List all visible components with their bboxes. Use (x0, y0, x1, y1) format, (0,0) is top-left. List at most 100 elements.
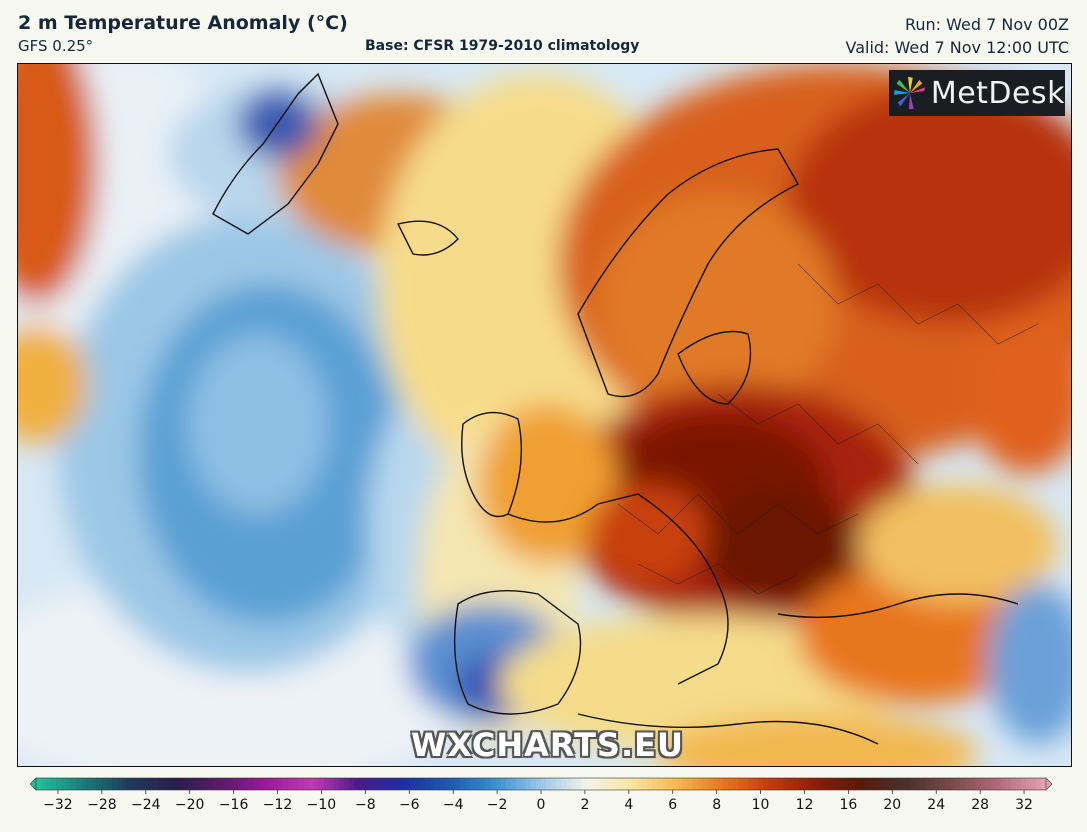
colorbar-segment (950, 778, 956, 790)
colorbar-segment (455, 778, 461, 790)
colorbar-max-arrow (1045, 777, 1053, 791)
colorbar-tick-label: 12 (796, 797, 814, 813)
colorbar-segment (147, 778, 153, 790)
colorbar-segment (965, 778, 971, 790)
colorbar-segment (182, 778, 189, 790)
colorbar-segment (687, 778, 694, 790)
colorbar-segment (490, 778, 497, 790)
colorbar-segment (586, 778, 593, 790)
colorbar-segment (162, 778, 168, 790)
colorbar-segment (975, 778, 981, 790)
colorbar-segment (258, 778, 264, 790)
colorbar-segment (828, 778, 835, 790)
colorbar-segment (520, 778, 527, 790)
map-canvas (18, 64, 1071, 766)
colorbar-segment (712, 778, 719, 790)
colorbar-segment (414, 778, 421, 790)
colorbar-segment (702, 778, 709, 790)
colorbar-segment (783, 778, 790, 790)
colorbar-segment (571, 778, 577, 790)
colorbar-segment (763, 778, 769, 790)
colorbar-segment (424, 778, 431, 790)
model-label: GFS 0.25° (18, 37, 94, 55)
colorbar-segment (157, 778, 163, 790)
colorbar-segment (202, 778, 209, 790)
colorbar-segment (222, 778, 229, 790)
colorbar-segment (823, 778, 830, 790)
colorbar-segment (818, 778, 825, 790)
colorbar-segment (626, 778, 633, 790)
colorbar-segment (647, 778, 653, 790)
colorbar-segment (323, 778, 330, 790)
colorbar-segment (500, 778, 507, 790)
colorbar-segment (667, 778, 673, 790)
colorbar-tick-label: 2 (580, 797, 589, 813)
colorbar-segment (611, 778, 618, 790)
colorbar-segment (813, 778, 820, 790)
colorbar-segment (86, 778, 93, 790)
colorbar-segment (76, 778, 83, 790)
colorbar-segment (849, 778, 855, 790)
colorbar-segment (56, 778, 62, 790)
colorbar-segment (535, 778, 542, 790)
colorbar-segment (869, 778, 875, 790)
colorbar-tick-label: −10 (307, 797, 337, 813)
colorbar-segment (111, 778, 118, 790)
chart-title: 2 m Temperature Anomaly (°C) (18, 12, 348, 34)
colorbar-segment (884, 778, 891, 790)
colorbar-segment (197, 778, 204, 790)
colorbar-segment (1000, 778, 1007, 790)
colorbar-segment (970, 778, 976, 790)
colorbar-segment (374, 778, 380, 790)
colorbar-segment (945, 778, 951, 790)
metdesk-logo-text: MetDesk (930, 75, 1065, 111)
colorbar-segment (126, 778, 133, 790)
colorbar-segment (581, 778, 588, 790)
colorbar-segment (142, 778, 148, 790)
colorbar-segment (384, 778, 391, 790)
colorbar-segment (177, 778, 184, 790)
colorbar-segment (41, 778, 47, 790)
colorbar-segment (354, 778, 360, 790)
colorbar-tick-label: 0 (537, 797, 546, 813)
colorbar-segment (778, 778, 784, 790)
colorbar-segment (854, 778, 860, 790)
colorbar-segment (318, 778, 325, 790)
metdesk-logo-icon (893, 76, 926, 110)
colorbar-segment (253, 778, 259, 790)
colorbar-segment (243, 778, 249, 790)
colorbar-segment (541, 778, 547, 790)
colorbar-segment (980, 778, 986, 790)
climatology-base-label: Base: CFSR 1979-2010 climatology (365, 38, 640, 54)
colorbar-segment (207, 778, 214, 790)
colorbar-segment (1040, 778, 1047, 790)
colorbar-tick-label: −24 (131, 797, 161, 813)
colorbar-segment (833, 778, 840, 790)
colorbar-segment (636, 778, 643, 790)
colorbar-segment (460, 778, 466, 790)
colorbar-segment (399, 778, 406, 790)
colorbar-segment (1025, 778, 1032, 790)
colorbar-segment (894, 778, 901, 790)
colorbar-segment (359, 778, 365, 790)
colorbar-segment (445, 778, 451, 790)
colorbar-tick-label: −12 (263, 797, 293, 813)
colorbar-segment (551, 778, 557, 790)
colorbar-min-arrow (29, 777, 37, 791)
colorbar-segment (621, 778, 628, 790)
colorbar-segment (692, 778, 699, 790)
colorbar-segment (419, 778, 426, 790)
colorbar-segment (525, 778, 532, 790)
colorbar-segment (475, 778, 481, 790)
colorbar-segment (672, 778, 678, 790)
colorbar-segment (293, 778, 300, 790)
colorbar-segment (429, 778, 436, 790)
colorbar-segment (248, 778, 254, 790)
colorbar-segment (227, 778, 234, 790)
colorbar-segment (1035, 778, 1042, 790)
colorbar-segment (561, 778, 567, 790)
colorbar-segment (737, 778, 744, 790)
colorbar-segment (753, 778, 759, 790)
colorbar-svg: −32 −28 −24 −20 −16 −12 −10 −8 −6 −4 −2 0 2 4 6 8 10 12 16… (29, 777, 1053, 813)
colorbar-tick-label: 32 (1015, 797, 1033, 813)
